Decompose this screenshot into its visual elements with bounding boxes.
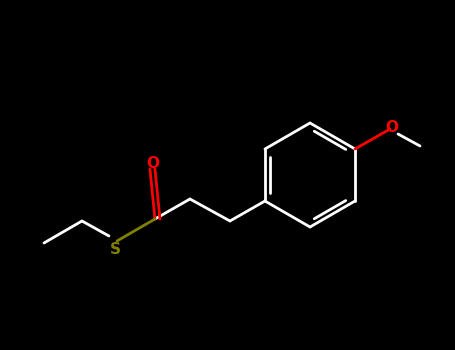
Text: O: O <box>147 156 159 172</box>
Text: S: S <box>110 241 121 257</box>
Text: O: O <box>385 119 399 134</box>
